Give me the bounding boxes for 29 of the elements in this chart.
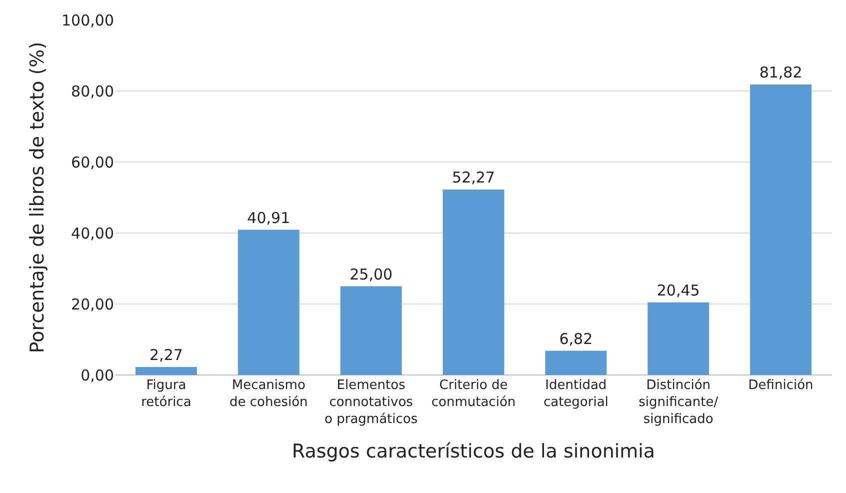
bar — [238, 230, 300, 375]
x-tick-label: Criterio de conmutación — [431, 378, 516, 410]
bar — [340, 286, 402, 375]
bar — [750, 84, 812, 375]
x-tick-label: Definición — [748, 378, 814, 393]
y-tick-label: 60,00 — [71, 153, 114, 172]
x-tick-label: Figura retórica — [141, 378, 192, 410]
x-tick-label: Distinción significante/ significado — [638, 378, 719, 427]
bar — [545, 350, 607, 375]
y-tick-label: 100,00 — [62, 11, 114, 30]
data-label: 6,82 — [559, 330, 593, 348]
data-label: 25,00 — [350, 265, 393, 284]
y-tick-label: 20,00 — [71, 295, 114, 314]
y-axis-title: Porcentaje de libros de texto (%) — [26, 42, 48, 354]
x-tick-label: Identidad categorial — [543, 378, 608, 410]
y-tick-label: 80,00 — [71, 82, 114, 100]
bar — [135, 366, 197, 375]
x-tick-label: Mecanismo de cohesión — [229, 378, 308, 410]
data-label: 2,27 — [150, 346, 183, 364]
y-tick-label: 40,00 — [71, 224, 114, 242]
bar — [442, 189, 504, 375]
data-label: 81,82 — [759, 64, 802, 82]
x-tick-label: Elementos connotativos o pragmáticos — [324, 378, 418, 427]
data-label: 20,45 — [656, 281, 700, 300]
y-tick-label: 0,00 — [80, 366, 114, 384]
data-label: 40,91 — [247, 208, 290, 227]
bar — [648, 302, 710, 375]
data-label: 52,27 — [452, 168, 495, 186]
x-axis-title: Rasgos característicos de la sinonimia — [292, 440, 656, 463]
